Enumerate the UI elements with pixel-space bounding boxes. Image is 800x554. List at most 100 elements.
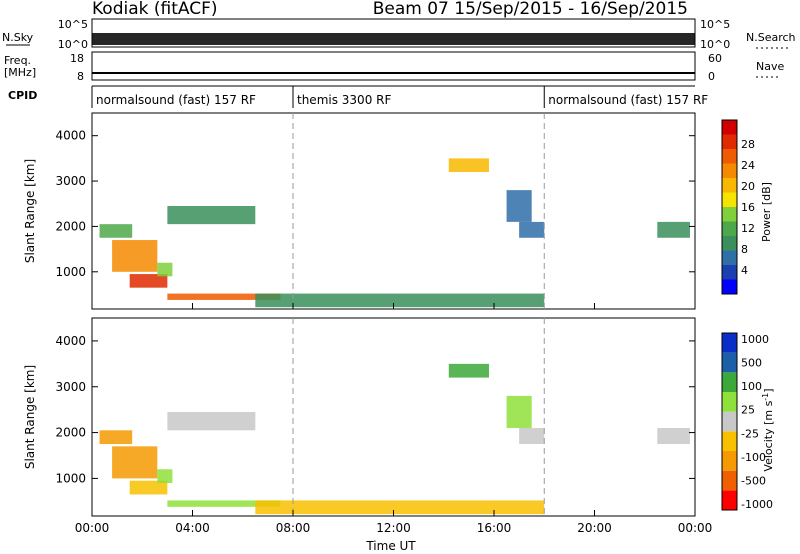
- colorbar-tick-label: 25: [741, 404, 755, 417]
- range-time-cell: [255, 293, 545, 308]
- range-time-cell: [129, 480, 168, 495]
- colorbar-tick-label: 20: [741, 180, 755, 193]
- y-tick-label: 3000: [55, 380, 86, 394]
- y-tick-label: 2000: [55, 426, 86, 440]
- power-colorbar-label: Power [dB]: [760, 182, 773, 242]
- colorbar-segment: [722, 163, 737, 178]
- station-title: Kodiak (fitACF): [92, 0, 218, 19]
- range-time-cell: [167, 411, 256, 431]
- colorbar-segment: [722, 411, 737, 432]
- colorbar-segment: [722, 372, 737, 392]
- y-tick-label: 4000: [55, 129, 86, 143]
- colorbar-segment: [722, 470, 737, 491]
- colorbar-segment: [722, 221, 737, 236]
- colorbar-tick-label: -500: [741, 474, 766, 487]
- y-tick-label: 1000: [55, 265, 86, 279]
- colorbar-segment: [722, 134, 737, 149]
- range-time-cell: [506, 190, 532, 222]
- freq-right-tick-top: 60: [708, 52, 722, 65]
- velocity-panel: Slant Range [km] 1000 2000 3000 4000 00:00 04…: [23, 317, 713, 535]
- x-tick-label: 04:00: [175, 521, 210, 535]
- power-panel: Slant Range [km] 1000 2000 3000 4000: [23, 112, 696, 310]
- range-time-cell: [506, 395, 532, 428]
- colorbar-tick-label: -25: [741, 427, 759, 440]
- beam-date-title: Beam 07 15/Sep/2015 - 16/Sep/2015: [373, 0, 688, 19]
- colorbar-frame: [721, 332, 738, 511]
- range-time-cell: [112, 446, 158, 479]
- noise-left-tick-bottom: 10^0: [58, 38, 88, 51]
- range-time-cell: [167, 293, 281, 300]
- x-tick-label: 20:00: [577, 521, 612, 535]
- range-time-cell: [255, 500, 545, 515]
- freq-left-label-1: Freq.: [4, 54, 31, 67]
- colorbar-segment: [722, 490, 737, 510]
- cpid-panel: CPID normalsound (fast) 157 RF themis 330…: [8, 85, 708, 108]
- colorbar-segment: [722, 279, 737, 294]
- y-tick-label: 2000: [55, 219, 86, 233]
- colorbar-tick-label: 12: [741, 222, 755, 235]
- colorbar-segment: [722, 178, 737, 193]
- colorbar-tick-label: 28: [741, 138, 755, 151]
- colorbar-tick-label: -100: [741, 451, 766, 464]
- colorbar-tick-label: 500: [741, 357, 762, 370]
- colorbar-segment: [722, 149, 737, 164]
- x-tick-label: 16:00: [477, 521, 512, 535]
- colorbar-segment: [722, 265, 737, 280]
- colorbar-segment: [722, 451, 737, 471]
- colorbar-tick-label: 8: [741, 243, 748, 256]
- x-tick-label: 00:00: [75, 521, 110, 535]
- velocity-ylabel: Slant Range [km]: [23, 365, 37, 469]
- freq-panel-frame: [91, 51, 696, 81]
- noise-left-tick-top: 10^5: [58, 18, 88, 31]
- colorbar-segment: [722, 392, 737, 412]
- range-time-cell: [129, 274, 168, 288]
- range-time-cell: [448, 158, 489, 172]
- y-tick-label: 3000: [55, 174, 86, 188]
- range-time-cell: [157, 262, 173, 277]
- y-tick-label: 4000: [55, 334, 86, 348]
- range-time-cell: [657, 428, 690, 445]
- power-colorbar: Power [dB] 28 24 20 16 12 8 4: [721, 119, 773, 295]
- cpid-segment-label: normalsound (fast) 157 RF: [548, 93, 708, 107]
- colorbar-segment: [722, 352, 737, 373]
- noise-right-tick-top: 10^5: [700, 18, 730, 31]
- freq-panel: Freq. [MHz] 18 8 60 0 Nave: [4, 51, 784, 83]
- colorbar-tick-label: 24: [741, 159, 755, 172]
- noise-trace: [92, 33, 695, 45]
- freq-right-label: Nave: [756, 60, 784, 73]
- x-tick-label: 00:00: [678, 521, 713, 535]
- colorbar-tick-label: 100: [741, 380, 762, 393]
- colorbar-segment: [722, 236, 737, 251]
- x-tick-label: 12:00: [376, 521, 411, 535]
- noise-right-label: N.Search: [746, 31, 796, 44]
- range-time-cell: [99, 224, 133, 238]
- freq-left-label-2: [MHz]: [4, 66, 36, 79]
- colorbar-tick-label: 4: [741, 264, 748, 277]
- colorbar-segment: [722, 192, 737, 207]
- range-time-cell: [448, 363, 489, 378]
- range-time-cell: [157, 469, 173, 483]
- colorbar-segment: [722, 333, 737, 353]
- velocity-colorbar-label: Velocity [m s-1]: [761, 388, 775, 471]
- freq-left-tick-top: 18: [70, 52, 84, 65]
- range-time-cell: [167, 500, 281, 507]
- colorbar-segment: [722, 431, 737, 451]
- colorbar-tick-label: -1000: [741, 498, 773, 511]
- range-time-cell: [112, 240, 158, 272]
- freq-right-tick-bottom: 0: [708, 70, 715, 83]
- range-time-cell: [99, 430, 133, 445]
- noise-panel: N.Sky 10^5 10^0 10^5 10^0 N.Search: [2, 18, 796, 51]
- x-axis-label: Time UT: [365, 539, 416, 553]
- noise-left-label: N.Sky: [2, 31, 34, 44]
- range-time-cell: [657, 221, 690, 238]
- x-tick-label: 08:00: [276, 521, 311, 535]
- y-tick-label: 1000: [55, 471, 86, 485]
- range-time-cell: [519, 221, 545, 238]
- colorbar-tick-label: 16: [741, 201, 755, 214]
- range-time-cell: [519, 428, 545, 445]
- freq-left-tick-bottom: 8: [77, 70, 84, 83]
- colorbar-segment: [722, 120, 737, 135]
- colorbar-segment: [722, 250, 737, 265]
- colorbar-segment: [722, 207, 737, 222]
